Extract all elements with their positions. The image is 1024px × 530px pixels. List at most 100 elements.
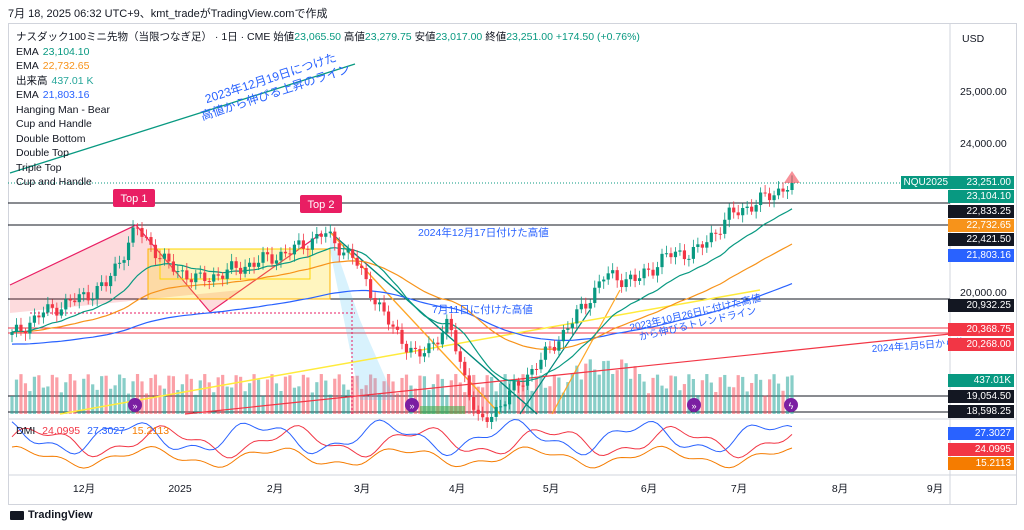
volume-bar	[602, 361, 606, 414]
volume-bar	[319, 374, 323, 414]
volume-bar	[620, 359, 624, 414]
candle-body	[373, 297, 377, 305]
candle-body	[109, 275, 113, 287]
top1-label-bg	[113, 189, 155, 207]
volume-bar	[700, 380, 704, 414]
candle-body	[50, 304, 54, 308]
open-value: 23,065.50	[294, 31, 341, 43]
volume-bar	[337, 374, 341, 414]
time-tick: 12月	[73, 483, 95, 495]
candle-body	[310, 238, 314, 250]
candle-body	[629, 274, 633, 280]
volume-bar	[575, 365, 579, 414]
candle-body	[597, 281, 601, 288]
high-7-11-annotation: 7月11日に付けた高値	[432, 303, 533, 316]
low-value: 23,017.00	[435, 31, 483, 43]
legend-item[interactable]: EMA 22,732.65	[16, 59, 640, 74]
volume-bar	[377, 393, 382, 414]
volume-bar	[539, 375, 543, 414]
candle-body	[122, 260, 126, 263]
volume-bar	[158, 385, 162, 414]
candle-body	[584, 303, 588, 309]
volume-bar	[485, 375, 489, 414]
candle-body	[763, 192, 767, 194]
candle-body	[265, 252, 270, 255]
hanging-man-marker	[784, 171, 800, 183]
candle-body	[216, 274, 220, 276]
volume-bar	[664, 388, 669, 414]
legend-item[interactable]: Hanging Man - Bear	[16, 103, 640, 118]
volume-bar	[723, 374, 727, 414]
symbol-badge[interactable]: NQU2025	[900, 176, 951, 189]
legend-item[interactable]: Triple Top	[16, 161, 640, 176]
volume-bar	[252, 374, 256, 414]
candle-body	[422, 353, 427, 357]
legend-item-value: 21,803.16	[42, 89, 90, 101]
volume-bar	[597, 374, 601, 414]
volume-bar	[274, 383, 279, 414]
legend-item[interactable]: Cup and Handle	[16, 117, 640, 132]
volume-bar	[391, 381, 395, 414]
volume-bar	[463, 392, 467, 414]
volume-bar	[395, 393, 400, 414]
legend-item[interactable]: EMA 21,803.16	[16, 88, 640, 103]
volume-bar	[230, 387, 234, 414]
symbol-line[interactable]: ナスダック100ミニ先物（当限つなぎ足） · 1日 · CME 始値23,065…	[16, 30, 640, 45]
svg-text:»: »	[409, 401, 414, 411]
candle-body	[46, 304, 50, 313]
volume-bar	[624, 363, 628, 414]
candle-body	[82, 292, 86, 295]
price-badge: 22,833.25	[948, 205, 1014, 218]
volume-bar	[131, 381, 135, 414]
brand-label: TradingView	[28, 509, 93, 521]
volume-bar	[400, 377, 404, 414]
volume-bar	[781, 390, 785, 414]
legend-item[interactable]: Cup and Handle	[16, 175, 640, 190]
dmi-label: DMI	[16, 425, 36, 437]
candle-body	[261, 252, 265, 263]
candle-body	[10, 332, 14, 335]
legend-item[interactable]: Double Top	[16, 146, 640, 161]
legend-item[interactable]: EMA 23,104.10	[16, 45, 640, 60]
event-markers[interactable]: » » » ϟ	[128, 398, 798, 412]
tradingview-logo-icon	[10, 510, 24, 520]
volume-bar	[682, 384, 687, 414]
footer[interactable]: TradingView	[10, 509, 93, 521]
legend-item-name: Cup and Handle	[16, 118, 92, 130]
ema-orange-line	[11, 243, 793, 350]
volume-bar	[28, 391, 32, 414]
volume-bar	[687, 374, 691, 414]
candle-body	[557, 341, 561, 351]
time-tick: 8月	[832, 483, 848, 495]
candle-body	[449, 318, 453, 331]
candle-body	[301, 240, 305, 249]
volume-bar	[301, 374, 305, 414]
candle-body	[14, 324, 19, 333]
volume-bar	[324, 380, 328, 414]
time-axis[interactable]: 12月 2025 2月 3月 4月 5月 6月 7月 8月 9月	[73, 483, 943, 495]
time-tick: 2025	[168, 483, 192, 495]
dmi-value: 15.2113	[131, 425, 170, 437]
volume-bar	[117, 374, 122, 414]
dmi-value: 27.3027	[87, 425, 126, 437]
volume-bar	[557, 377, 561, 414]
candle-body	[606, 273, 610, 280]
dmi-legend[interactable]: DMI 24.0995 27.3027 15.2113	[16, 425, 169, 437]
volume-bar	[651, 377, 655, 414]
candle-body	[570, 323, 574, 329]
legend-item-value: 22,732.65	[42, 60, 90, 72]
candle-body	[391, 324, 395, 327]
price-badge: 20,368.75	[948, 323, 1014, 336]
candle-body	[687, 258, 691, 260]
close-label: 終値	[485, 31, 507, 43]
volume-bar	[745, 391, 749, 414]
legend-item[interactable]: 出来高 437.01 K	[16, 74, 640, 89]
volume-bar	[727, 386, 731, 414]
volume-bar	[481, 387, 485, 414]
volume-bar	[530, 390, 534, 414]
volume-bar	[418, 375, 422, 414]
legend-item-name: EMA	[16, 60, 39, 72]
legend-item[interactable]: Double Bottom	[16, 132, 640, 147]
change-value: +174.50 (+0.76%)	[555, 31, 640, 43]
